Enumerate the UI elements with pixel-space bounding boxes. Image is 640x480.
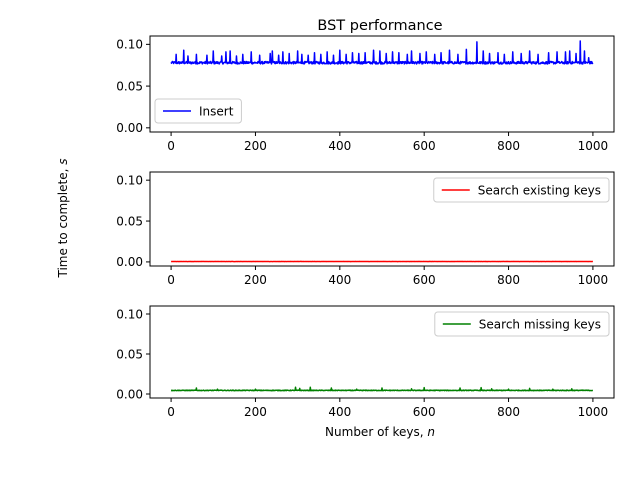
y-tick-label: 0.05 [116, 347, 143, 361]
x-tick-label: 800 [497, 405, 520, 419]
x-tick-label: 600 [413, 405, 436, 419]
y-tick-label: 0.10 [116, 38, 143, 52]
legend: Search missing keys [434, 311, 610, 337]
y-axis-label: Time to complete, s [56, 159, 70, 279]
x-tick-label: 0 [167, 273, 175, 287]
x-axis-label: Number of keys, n [325, 425, 435, 439]
x-tick-label: 800 [497, 273, 520, 287]
legend-label: Search existing keys [478, 183, 601, 197]
y-tick-label: 0.00 [116, 387, 143, 401]
y-tick-label: 0.00 [116, 255, 143, 269]
y-tick-label: 0.05 [116, 214, 143, 228]
panel-2: 0 200 400 600 800 1000 0.00 0.05 0.10 Search exis… [116, 171, 615, 287]
chart-title: BST performance [317, 18, 442, 34]
x-tick-label: 800 [497, 139, 520, 153]
panels: 0 200 400 600 800 1000 0.00 0.05 0.10 Insert 0 200 4… [116, 35, 615, 419]
x-tick-label: 1000 [578, 139, 609, 153]
x-tick-label: 400 [328, 405, 351, 419]
legend-frame [154, 98, 242, 124]
x-tick-label: 1000 [578, 273, 609, 287]
x-tick-label: 600 [413, 139, 436, 153]
y-tick-label: 0.05 [116, 79, 143, 93]
x-tick-label: 400 [328, 139, 351, 153]
x-tick-label: 0 [167, 405, 175, 419]
panel-3: 0 200 400 600 800 1000 0.00 0.05 0.10 Search miss… [116, 305, 615, 419]
x-tick-label: 200 [244, 273, 267, 287]
axes-frame [149, 35, 615, 133]
legend-label: Search missing keys [479, 317, 601, 331]
x-tick-label: 600 [413, 273, 436, 287]
axes-frame [149, 305, 615, 399]
x-tick-label: 400 [328, 273, 351, 287]
legend-label: Insert [199, 104, 234, 118]
axes-frame [149, 171, 615, 267]
y-tick-label: 0.10 [116, 307, 143, 321]
legend-frame [433, 177, 610, 203]
x-tick-label: 200 [244, 405, 267, 419]
y-tick-label: 0.00 [116, 121, 143, 135]
x-tick-label: 1000 [578, 405, 609, 419]
legend: Insert [154, 98, 242, 124]
panel-1: 0 200 400 600 800 1000 0.00 0.05 0.10 Insert [116, 35, 615, 153]
x-tick-label: 0 [167, 139, 175, 153]
x-tick-label: 200 [244, 139, 267, 153]
series-line-search-missing-keys [170, 386, 594, 392]
legend: Search existing keys [433, 177, 610, 203]
y-tick-label: 0.10 [116, 173, 143, 187]
legend-frame [434, 311, 610, 337]
series-line-insert [170, 40, 594, 65]
